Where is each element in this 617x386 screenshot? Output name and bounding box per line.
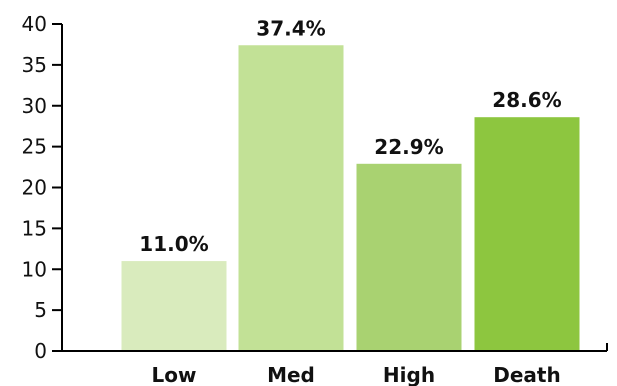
- y-tick-label: 5: [34, 298, 47, 322]
- bars-group: 11.0% 37.4% 22.9% 28.6%: [121, 16, 580, 351]
- data-label: 37.4%: [256, 16, 325, 40]
- x-tick-label: Death: [493, 363, 560, 386]
- data-label: 22.9%: [374, 135, 443, 159]
- y-tick-label: 35: [22, 53, 47, 77]
- x-tick-label: Low: [152, 363, 197, 386]
- y-tick-label: 40: [22, 12, 47, 36]
- data-label: 28.6%: [492, 88, 561, 112]
- y-tick-label: 15: [22, 216, 47, 240]
- x-axis: Low Med High Death: [62, 343, 608, 386]
- y-axis: 0 5 10 15 20 25 30 35 40: [22, 12, 63, 363]
- bar-death: [474, 117, 580, 351]
- y-tick-label: 25: [22, 135, 47, 159]
- x-tick-label: High: [383, 363, 435, 386]
- y-tick-label: 20: [22, 176, 47, 200]
- y-tick-label: 0: [34, 339, 47, 363]
- y-tick-label: 10: [22, 257, 47, 281]
- bar-med: [238, 45, 344, 351]
- bar-high: [356, 163, 462, 351]
- y-tick-label: 30: [22, 94, 47, 118]
- x-tick-label: Med: [267, 363, 315, 386]
- data-label: 11.0%: [139, 232, 208, 256]
- bar-low: [121, 261, 227, 351]
